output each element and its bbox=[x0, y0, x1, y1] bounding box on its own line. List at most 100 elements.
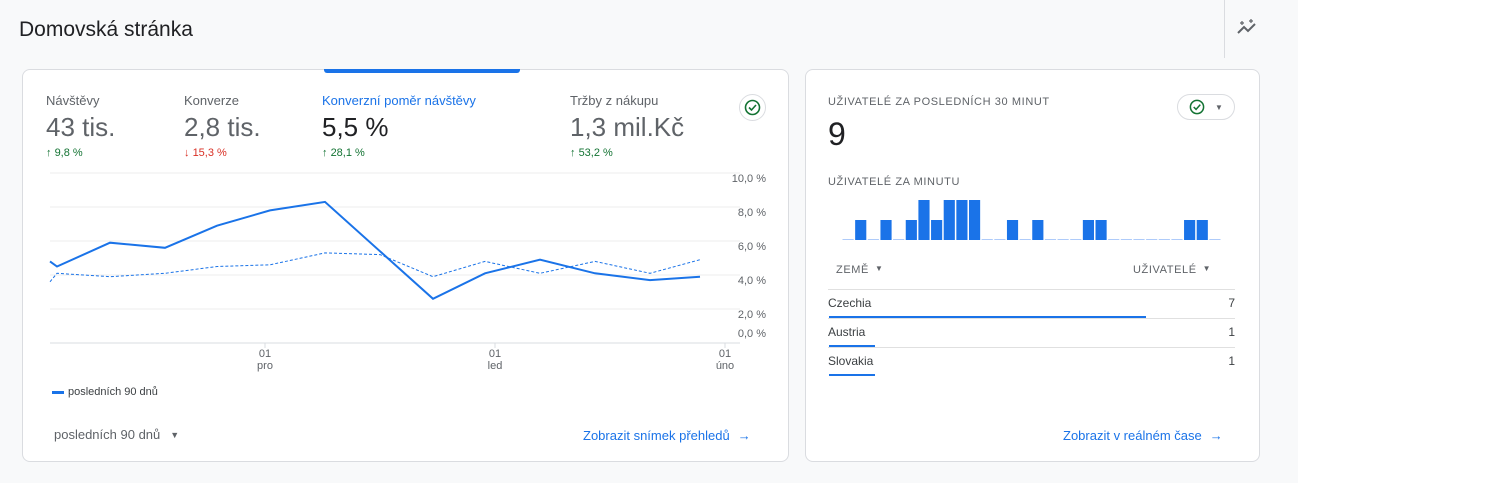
header-label: UŽIVATELÉ bbox=[1133, 264, 1197, 276]
per-minute-bar-chart bbox=[842, 200, 1221, 240]
caret-down-icon: ▼ bbox=[874, 264, 884, 273]
view-reports-snapshot-link[interactable]: Zobrazit snímek přehledů → bbox=[583, 428, 751, 443]
x-tick-month: úno bbox=[715, 360, 735, 372]
metric-change: 53,2 % bbox=[578, 147, 613, 159]
minute-bar[interactable] bbox=[905, 220, 917, 240]
line-chart bbox=[49, 172, 740, 348]
minute-bar[interactable] bbox=[893, 239, 905, 240]
metric-label: Tržby z nákupu bbox=[570, 93, 659, 108]
y-tick-label: 4,0 % bbox=[737, 275, 766, 287]
country-users: 1 bbox=[1228, 325, 1235, 339]
y-tick-label: 0,0 % bbox=[737, 328, 766, 340]
minute-bar[interactable] bbox=[931, 220, 943, 240]
caret-down-icon: ▼ bbox=[1215, 102, 1223, 112]
metric-value: 43 tis. bbox=[46, 112, 116, 142]
minute-bar[interactable] bbox=[1032, 220, 1044, 240]
legend-item: posledních 90 dnů bbox=[52, 386, 158, 398]
minute-bar[interactable] bbox=[1082, 220, 1094, 240]
country-row[interactable]: Austria 1 bbox=[828, 318, 1235, 347]
metric-change: 28,1 % bbox=[330, 147, 365, 159]
divider bbox=[1224, 0, 1225, 58]
minute-bar[interactable] bbox=[1184, 220, 1196, 240]
minute-bar[interactable] bbox=[1108, 239, 1120, 240]
realtime-compare-dropdown[interactable]: ▼ bbox=[1177, 94, 1235, 120]
metric-tab[interactable]: Konverzní poměr návštěvy 5,5 % ↑ 28,1 % bbox=[322, 93, 476, 159]
country-name: Slovakia bbox=[828, 354, 874, 368]
metric-tab[interactable]: Tržby z nákupu 1,3 mil.Kč ↑ 53,2 % bbox=[570, 93, 684, 159]
compare-check-button[interactable] bbox=[739, 94, 766, 121]
minute-bar[interactable] bbox=[1070, 239, 1082, 240]
check-circle-icon bbox=[744, 99, 761, 116]
minute-bar[interactable] bbox=[1146, 239, 1158, 240]
arrow-right-icon: → bbox=[1209, 428, 1223, 443]
minute-bar[interactable] bbox=[867, 239, 879, 240]
minute-bar[interactable] bbox=[1120, 239, 1132, 240]
users-share-bar bbox=[829, 345, 875, 347]
metric-label: Konverzní poměr návštěvy bbox=[322, 93, 476, 108]
minute-bar[interactable] bbox=[981, 239, 993, 240]
y-tick-label: 2,0 % bbox=[737, 309, 766, 321]
minute-bar[interactable] bbox=[1044, 239, 1057, 240]
realtime-card bbox=[805, 69, 1260, 462]
check-circle-icon bbox=[1189, 99, 1205, 115]
series-line bbox=[49, 200, 701, 300]
minute-bar[interactable] bbox=[943, 200, 955, 240]
minute-bar[interactable] bbox=[1196, 220, 1208, 240]
page-title: Domovská stránka bbox=[19, 18, 193, 41]
arrow-right-icon: → bbox=[737, 428, 751, 443]
users-column-header[interactable]: UŽIVATELÉ ▼ bbox=[1133, 264, 1211, 276]
metric-change: 15,3 % bbox=[192, 147, 227, 159]
view-realtime-link[interactable]: Zobrazit v reálném čase → bbox=[1063, 428, 1223, 443]
metric-label: Konverze bbox=[184, 93, 239, 108]
users-share-bar bbox=[829, 316, 1146, 318]
minute-bar[interactable] bbox=[1209, 239, 1221, 240]
insights-sparkle-icon[interactable] bbox=[1236, 18, 1260, 38]
caret-down-icon: ▼ bbox=[1202, 264, 1212, 273]
country-row[interactable]: Czechia 7 bbox=[828, 289, 1235, 318]
minute-bar[interactable] bbox=[1095, 220, 1107, 240]
minute-bar[interactable] bbox=[880, 220, 892, 240]
minute-bar[interactable] bbox=[1057, 239, 1069, 240]
minute-bar[interactable] bbox=[1158, 239, 1170, 240]
legend-label: posledních 90 dnů bbox=[68, 386, 158, 398]
metric-value: 2,8 tis. bbox=[184, 112, 261, 142]
x-tick-label: 01 úno bbox=[705, 348, 745, 372]
metric-label: Návštěvy bbox=[46, 93, 100, 108]
caret-down-icon: ▼ bbox=[170, 429, 180, 440]
minute-bar[interactable] bbox=[994, 239, 1006, 240]
country-row[interactable]: Slovakia 1 bbox=[828, 347, 1235, 376]
y-tick-label: 10,0 % bbox=[731, 173, 766, 185]
legend-swatch bbox=[52, 390, 64, 394]
x-tick-month: led bbox=[487, 360, 503, 372]
x-tick-day: 01 bbox=[258, 348, 272, 360]
metric-tab[interactable]: Návštěvy 43 tis. ↑ 9,8 % bbox=[46, 93, 115, 159]
realtime-users-value: 9 bbox=[828, 116, 846, 152]
minute-bar[interactable] bbox=[918, 200, 930, 240]
selected-metric-indicator bbox=[324, 69, 520, 73]
country-column-header[interactable]: ZEMĚ ▼ bbox=[836, 264, 884, 276]
minute-bar[interactable] bbox=[1006, 220, 1019, 240]
minute-bar[interactable] bbox=[842, 239, 854, 240]
metric-value: 5,5 % bbox=[322, 112, 389, 142]
overview-card bbox=[22, 69, 789, 462]
x-tick-day: 01 bbox=[718, 348, 732, 360]
date-range-dropdown[interactable]: posledních 90 dnů ▼ bbox=[54, 427, 179, 442]
arrow-up-icon: ↑ bbox=[322, 147, 328, 159]
x-tick-month: pro bbox=[257, 360, 273, 372]
y-tick-label: 6,0 % bbox=[737, 241, 766, 253]
date-range-label: posledních 90 dnů bbox=[54, 427, 161, 442]
country-users: 7 bbox=[1228, 296, 1235, 310]
metric-tab[interactable]: Konverze 2,8 tis. ↓ 15,3 % bbox=[184, 93, 261, 159]
minute-bar[interactable] bbox=[956, 200, 968, 240]
x-tick-label: 01 pro bbox=[245, 348, 285, 372]
link-label: Zobrazit v reálném čase bbox=[1063, 428, 1202, 443]
minute-bar[interactable] bbox=[1171, 239, 1183, 240]
link-label: Zobrazit snímek přehledů bbox=[583, 428, 730, 443]
users-share-bar bbox=[829, 374, 875, 376]
minute-bar[interactable] bbox=[969, 200, 981, 240]
y-tick-label: 8,0 % bbox=[737, 207, 766, 219]
minute-bar[interactable] bbox=[1019, 239, 1031, 240]
minute-bar[interactable] bbox=[1133, 239, 1145, 240]
minute-bar[interactable] bbox=[855, 220, 867, 240]
country-users: 1 bbox=[1228, 354, 1235, 368]
